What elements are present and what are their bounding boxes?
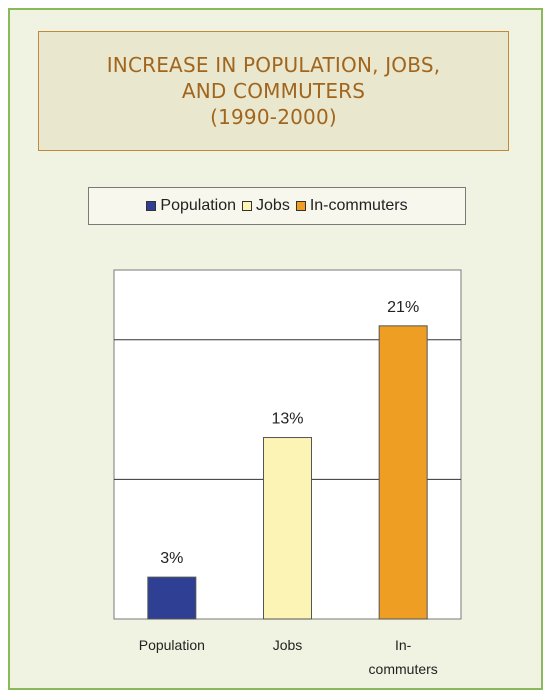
- bar-jobs: [263, 437, 312, 620]
- legend-label-in-commuters: In-commuters: [309, 197, 408, 214]
- chart-title-line-3: (1990-2000): [210, 105, 337, 129]
- legend-item-jobs: Jobs: [242, 197, 290, 215]
- chart-title-line-1: INCREASE IN POPULATION, JOBS,: [106, 53, 441, 77]
- legend-swatch-jobs: [242, 201, 253, 211]
- category-label-jobs: Jobs: [273, 637, 303, 653]
- bar-population: [147, 576, 197, 620]
- chart-title-box: INCREASE IN POPULATION, JOBS, AND COMMUT…: [38, 31, 509, 151]
- legend-swatch-in-commuters: [295, 201, 306, 211]
- legend-swatch-population: [146, 201, 157, 211]
- data-label-jobs: 13%: [271, 411, 303, 428]
- legend-item-population: Population: [146, 197, 236, 215]
- chart-legend: Population Jobs In-commuters: [88, 187, 466, 225]
- legend-label-population: Population: [160, 197, 237, 214]
- legend-item-in-commuters: In-commuters: [295, 197, 408, 215]
- category-label-in-commuters-2: commuters: [369, 661, 438, 677]
- bar-in-commuters: [378, 325, 428, 620]
- data-label-in-commuters: 21%: [387, 299, 419, 316]
- data-label-population: 3%: [160, 550, 183, 567]
- category-label-in-commuters-1: In-: [395, 637, 412, 653]
- chart-title-line-2: AND COMMUTERS: [181, 79, 366, 103]
- category-label-population: Population: [139, 637, 205, 653]
- legend-label-jobs: Jobs: [256, 197, 290, 214]
